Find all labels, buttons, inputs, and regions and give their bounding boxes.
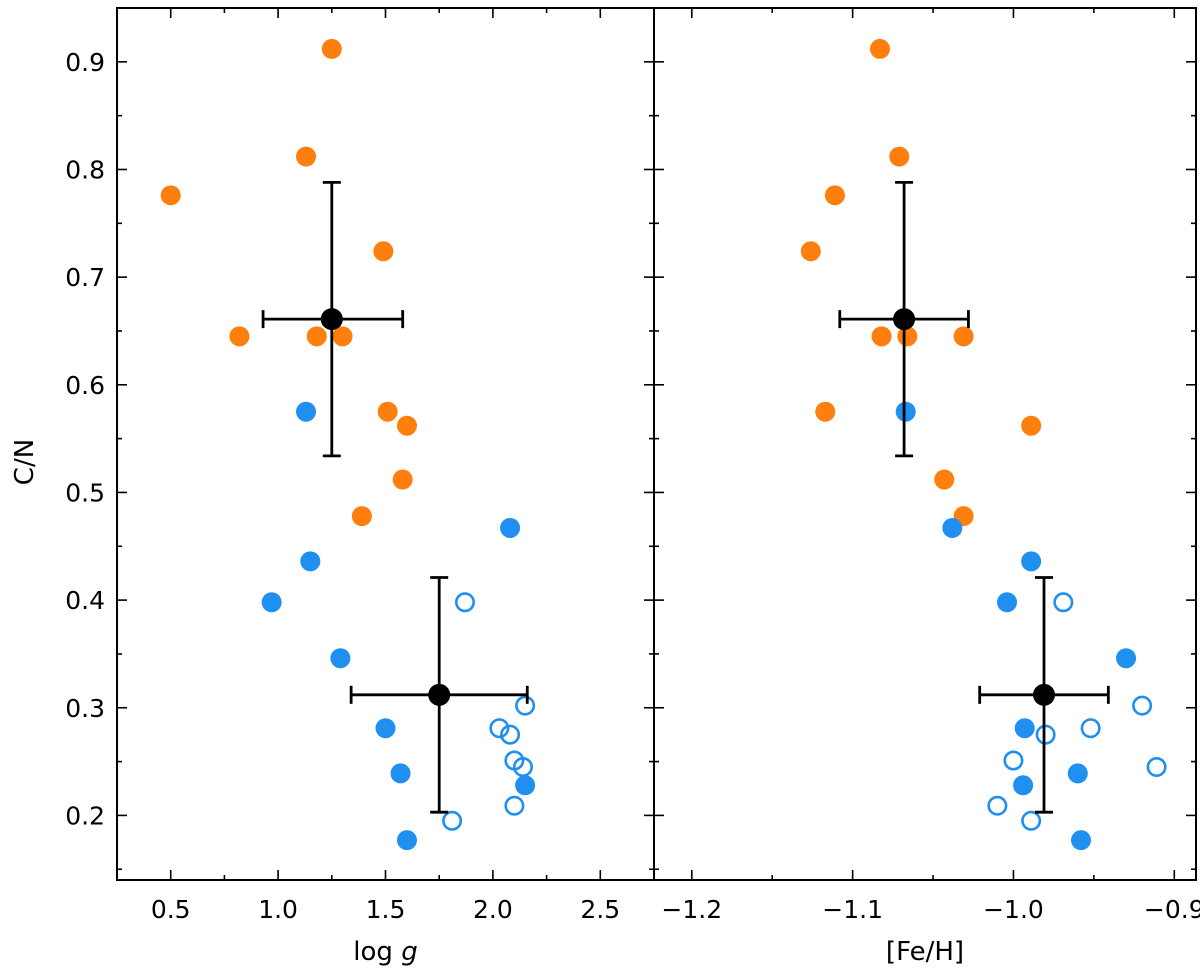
data-point-open bbox=[1080, 718, 1101, 739]
data-point-open bbox=[1132, 695, 1153, 716]
data-point bbox=[1067, 763, 1088, 784]
mean-point bbox=[1033, 683, 1056, 706]
x-axis-label-text: [Fe/H] bbox=[886, 937, 964, 967]
panel-feh: −1.2 −1.1 −1.0 −0.9 [Fe/H] bbox=[653, 7, 1200, 967]
data-point bbox=[934, 469, 955, 490]
data-point-open bbox=[515, 695, 536, 716]
data-point bbox=[1116, 648, 1137, 669]
data-point bbox=[377, 401, 398, 422]
data-point bbox=[375, 718, 396, 739]
data-point-open bbox=[454, 592, 475, 613]
data-point bbox=[229, 326, 250, 347]
x-tick-label: 2.5 bbox=[580, 895, 620, 924]
data-point-open bbox=[1053, 592, 1074, 613]
data-point bbox=[895, 401, 916, 422]
data-point-open bbox=[500, 724, 521, 745]
y-tick-label: 0.9 bbox=[65, 48, 105, 77]
data-point bbox=[1021, 551, 1042, 572]
data-point-open bbox=[1146, 756, 1167, 777]
x-axis-label: log g bbox=[353, 937, 417, 967]
x-tick-label: −0.9 bbox=[1144, 895, 1200, 924]
y-axis-label: C/N bbox=[10, 439, 40, 485]
y-tick-label: 0.4 bbox=[65, 586, 105, 615]
data-point-open bbox=[1003, 750, 1024, 771]
data-point-open bbox=[512, 756, 533, 777]
x-tick-label: 0.5 bbox=[151, 895, 191, 924]
mean-point bbox=[893, 308, 916, 331]
plot-frame bbox=[653, 7, 1197, 881]
data-point bbox=[392, 469, 413, 490]
y-tick-label: 0.2 bbox=[65, 801, 105, 830]
data-point bbox=[351, 506, 372, 527]
data-point bbox=[869, 38, 890, 59]
data-point bbox=[1071, 830, 1092, 851]
data-point bbox=[953, 326, 974, 347]
data-point bbox=[373, 241, 394, 262]
data-point bbox=[160, 185, 181, 206]
data-point bbox=[871, 326, 892, 347]
data-point bbox=[396, 830, 417, 851]
data-point bbox=[824, 185, 845, 206]
data-point-open bbox=[442, 810, 463, 831]
y-tick-label: 0.5 bbox=[65, 478, 105, 507]
data-point bbox=[1013, 775, 1034, 796]
y-tick-label: 0.3 bbox=[65, 694, 105, 723]
x-axis-label: [Fe/H] bbox=[886, 937, 964, 967]
x-tick-label: −1.2 bbox=[661, 895, 722, 924]
data-point bbox=[1021, 415, 1042, 436]
data-point-open bbox=[1035, 724, 1056, 745]
data-point bbox=[396, 415, 417, 436]
y-tick-label: 0.8 bbox=[65, 155, 105, 184]
data-point bbox=[942, 517, 963, 538]
x-tick-label: 1.0 bbox=[258, 895, 298, 924]
data-point bbox=[330, 648, 351, 669]
data-point bbox=[306, 326, 327, 347]
data-point bbox=[815, 401, 836, 422]
data-point bbox=[515, 775, 536, 796]
data-point bbox=[296, 401, 317, 422]
y-tick-label: 0.7 bbox=[65, 263, 105, 292]
data-point bbox=[296, 146, 317, 167]
data-point bbox=[889, 146, 910, 167]
data-point bbox=[261, 592, 282, 613]
x-tick-label: 1.5 bbox=[366, 895, 406, 924]
x-tick-label: −1.0 bbox=[983, 895, 1044, 924]
data-point bbox=[997, 592, 1018, 613]
data-point bbox=[300, 551, 321, 572]
panel-loggg: 0.5 1.0 1.5 2.0 2.5 0.2 0.3 0.4 0.5 0.6 0.7 0.8 0.9 l… bbox=[65, 7, 655, 967]
mean-point bbox=[428, 683, 451, 706]
data-point-open bbox=[1021, 810, 1042, 831]
data-point-open bbox=[489, 718, 510, 739]
data-point-open bbox=[987, 795, 1008, 816]
data-point bbox=[321, 38, 342, 59]
data-point bbox=[897, 326, 918, 347]
y-tick-label: 0.6 bbox=[65, 371, 105, 400]
plot-frame bbox=[116, 7, 655, 881]
data-point bbox=[1014, 718, 1035, 739]
x-axis-label-text: log bbox=[353, 937, 401, 967]
x-tick-label: −1.1 bbox=[822, 895, 883, 924]
x-axis-label-italic: g bbox=[401, 937, 418, 967]
data-point-open bbox=[504, 795, 525, 816]
data-point bbox=[332, 326, 353, 347]
data-point bbox=[800, 241, 821, 262]
data-point bbox=[500, 517, 521, 538]
mean-point bbox=[320, 308, 343, 331]
x-tick-label: 2.0 bbox=[473, 895, 513, 924]
data-point bbox=[390, 763, 411, 784]
